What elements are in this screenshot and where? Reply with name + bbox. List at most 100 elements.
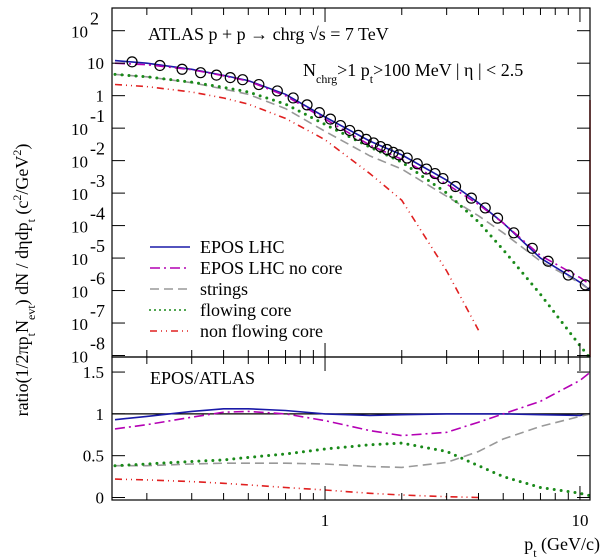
data-point [381, 143, 393, 156]
y-tick-exponent: -1 [90, 106, 105, 126]
annotation-part: t [370, 72, 374, 86]
y-tick-exponent: -4 [90, 204, 105, 224]
y-axis-label-part: t [24, 218, 38, 222]
y-tick-label: 0.5 [83, 447, 104, 466]
data-point [465, 192, 477, 204]
y-tick-exponent: -6 [90, 269, 105, 289]
y-axis-label-part: ratio(1/2πp [12, 336, 33, 416]
y-axis-label-part: evt [24, 305, 38, 320]
x-tick-label: 10 [571, 511, 588, 530]
x-axis-label-part: t [533, 546, 537, 557]
y-tick-label: 10 [71, 23, 88, 42]
frame [111, 356, 591, 501]
series-line [114, 478, 479, 499]
y-tick-label: 10 [71, 283, 88, 302]
data-point [562, 269, 574, 281]
data-point [287, 92, 299, 104]
y-axis-label-part: 2 [10, 150, 24, 156]
series-line [114, 371, 590, 437]
data-point [313, 107, 325, 119]
data-point [176, 63, 188, 75]
data-point [210, 69, 223, 81]
data-point [579, 279, 590, 291]
y-tick-label: 0 [96, 488, 105, 507]
y-tick-exponent: 2 [90, 9, 99, 29]
data-point [387, 146, 399, 158]
y-tick-exponent: -7 [90, 301, 105, 321]
y-axis-label-part: t [24, 332, 38, 336]
y-axis-label-part: ) dN / dηdp [12, 222, 33, 305]
panel-label: EPOS/ATLAS [150, 368, 255, 388]
legend-label: EPOS LHC no core [200, 258, 343, 278]
data-point [194, 67, 207, 79]
data-point [526, 242, 538, 254]
annotation-part: N [303, 60, 316, 80]
data-point [224, 71, 236, 84]
data-point [324, 113, 337, 125]
annotation-part: >1 p [337, 60, 370, 80]
series-line [114, 59, 590, 292]
x-axis-label-part: p [524, 534, 533, 554]
data-point [437, 172, 449, 185]
data-point [374, 141, 387, 153]
data-point [253, 78, 265, 91]
plot-area [113, 56, 590, 357]
legend-label: EPOS LHC [200, 237, 285, 257]
data-point [479, 202, 491, 214]
data-point [334, 119, 347, 132]
x-axis-label-part: (GeV/c) [537, 534, 600, 555]
data-point [411, 158, 423, 170]
y-tick-label: 1 [96, 405, 105, 424]
data-point [420, 163, 433, 175]
data-point [542, 255, 554, 267]
series-line [115, 413, 590, 469]
data-point [401, 152, 413, 164]
y-tick-label: 1.5 [83, 363, 104, 382]
y-tick-label: 10 [71, 120, 88, 139]
annotation-part: chrg [316, 72, 337, 86]
legend-label: non flowing core [200, 321, 323, 341]
y-tick-label: 10 [71, 153, 88, 172]
y-axis-label-part: (c [12, 201, 33, 219]
y-axis-label: ratio(1/2πpt​Nevt​) dN / dηdpt​ (c2​/GeV… [10, 144, 38, 417]
series-line [114, 62, 590, 286]
y-tick-label: 10 [71, 185, 88, 204]
data-point [344, 124, 356, 137]
data-point [367, 137, 380, 149]
data-point [126, 56, 138, 68]
data-point [360, 133, 372, 146]
annotation-part: >100 MeV | η | < 2.5 [373, 60, 523, 80]
y-tick-label: 10 [71, 218, 88, 237]
y-tick-label: 10 [87, 54, 104, 73]
y-tick-label: 10 [71, 250, 88, 269]
data-point [301, 99, 313, 111]
data-point [449, 180, 462, 193]
data-point [271, 85, 283, 97]
y-axis-label-part: /GeV [12, 156, 32, 195]
y-axis-label-part: N [12, 320, 32, 333]
legend-label: strings [200, 279, 248, 299]
data-point [237, 74, 249, 86]
y-tick-exponent: -8 [90, 334, 105, 354]
y-tick-exponent: -5 [90, 236, 105, 256]
series-line [113, 441, 590, 498]
data-point [508, 227, 520, 239]
chart-title: ATLAS p + p → chrg √s = 7 TeV [148, 24, 389, 44]
x-tick-label: 1 [321, 511, 330, 530]
annotation: Nchrg​>1 pt​>100 MeV | η | < 2.5 [303, 60, 523, 86]
data-point [429, 167, 441, 180]
y-tick-label: 10 [71, 348, 88, 367]
y-axis-label-part: ) [12, 144, 33, 150]
data-point [154, 59, 166, 72]
data-point [491, 212, 504, 224]
y-tick-label: 10 [71, 315, 88, 334]
plot-area [112, 371, 590, 499]
series-line [114, 73, 590, 292]
series-line [114, 408, 590, 421]
series-line [113, 72, 590, 357]
series-line [114, 83, 480, 331]
legend-label: flowing core [200, 300, 291, 320]
y-tick-exponent: -2 [90, 139, 105, 159]
y-axis-label-part: 2 [10, 195, 24, 201]
